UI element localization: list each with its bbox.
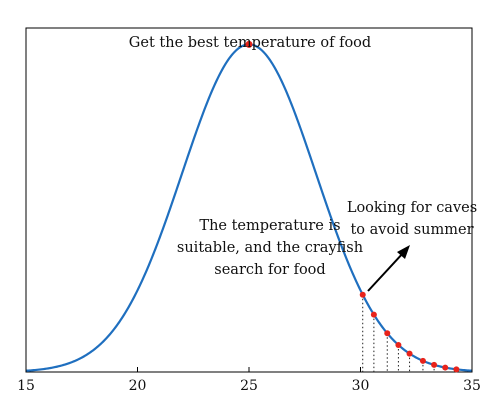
annotation-arrow xyxy=(367,251,405,292)
annotation-arrowhead xyxy=(397,245,410,259)
highlight-point xyxy=(359,291,366,298)
highlight-point xyxy=(453,366,460,373)
x-axis-ticks: 15 20 25 30 35 xyxy=(17,367,481,394)
highlight-points xyxy=(245,40,460,373)
annotation-right-line-2: to avoid summer xyxy=(350,222,473,238)
highlight-point xyxy=(370,311,377,318)
highlight-point xyxy=(395,341,402,348)
highlight-point xyxy=(406,350,413,357)
highlight-point xyxy=(431,361,438,368)
x-tick-label: 15 xyxy=(17,378,35,394)
annotation-middle-line-1: The temperature is xyxy=(199,218,340,234)
annotation-peak: Get the best temperature of food xyxy=(129,35,371,51)
x-tick-label: 35 xyxy=(463,378,481,394)
drop-lines xyxy=(362,294,457,372)
highlight-point xyxy=(442,364,449,371)
x-tick-label: 25 xyxy=(240,378,258,394)
highlight-point xyxy=(384,330,391,337)
x-tick-label: 20 xyxy=(129,378,147,394)
annotation-middle-line-3: search for food xyxy=(214,262,325,278)
x-tick-label: 30 xyxy=(352,378,370,394)
highlight-point xyxy=(419,357,426,364)
annotation-middle-line-2: suitable, and the crayfish xyxy=(177,240,363,256)
annotation-right-line-1: Looking for caves xyxy=(347,200,477,216)
peak-point xyxy=(245,40,253,48)
